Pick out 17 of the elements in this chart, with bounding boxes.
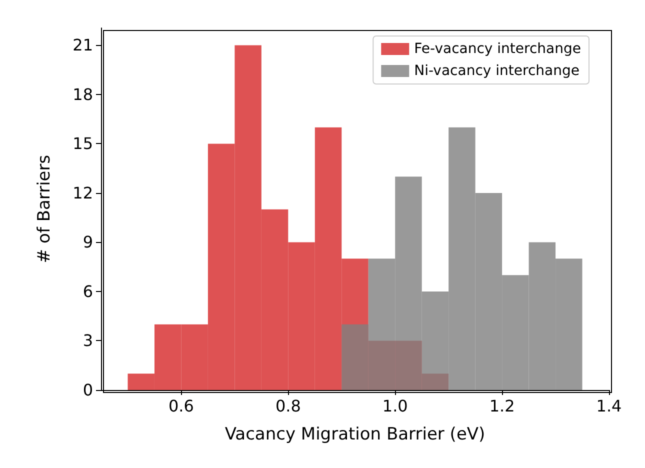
- y-tick-label: 12: [72, 183, 93, 202]
- x-tick-label: 1.2: [489, 396, 515, 416]
- y-tick-label: 3: [82, 331, 93, 350]
- x-axis-title: Vacancy Migration Barrier (eV): [224, 424, 486, 444]
- x-tick-label: 0.6: [168, 396, 194, 416]
- y-tick-label: 21: [72, 36, 93, 55]
- y-tick-label: 18: [72, 84, 93, 104]
- legend-label: Fe-vacancy interchange: [414, 41, 581, 57]
- x-tick-label: 1.4: [596, 396, 622, 416]
- y-tick-label: 15: [72, 134, 93, 154]
- y-axis-title: # of Barriers: [34, 154, 54, 264]
- x-tick-label: 1.0: [382, 396, 408, 416]
- y-tick-label: 6: [82, 282, 93, 301]
- x-tick-label: 0.8: [275, 396, 301, 416]
- legend-label: Ni-vacancy interchange: [414, 63, 580, 79]
- y-tick-label: 0: [82, 380, 93, 400]
- y-tick-label: 9: [82, 232, 93, 252]
